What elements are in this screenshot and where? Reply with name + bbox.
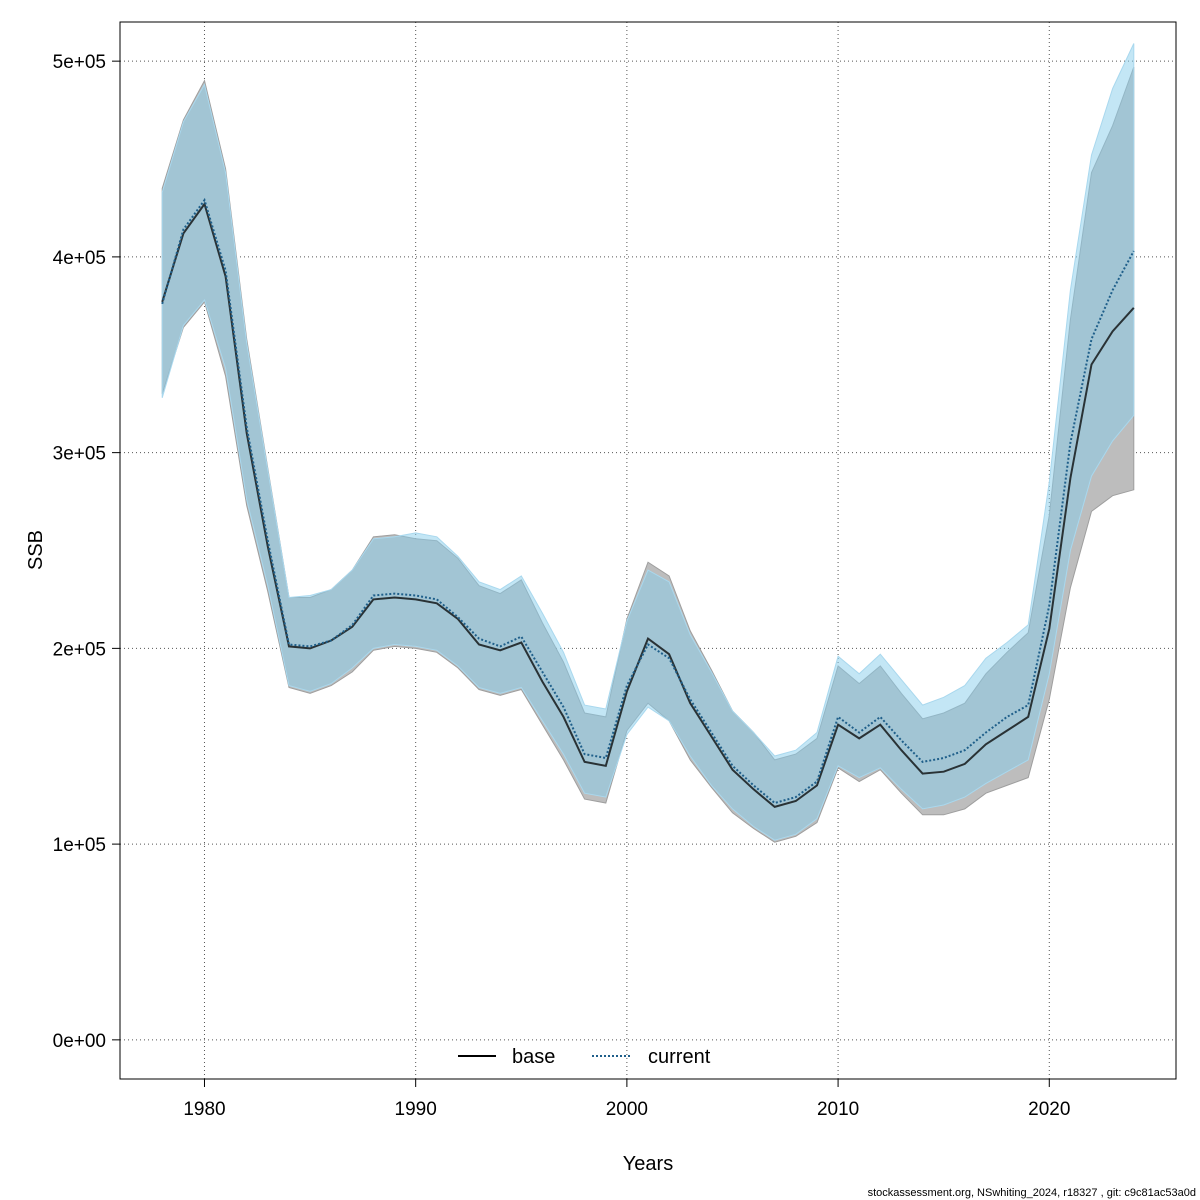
footer-note: stockassessment.org, NSwhiting_2024, r18… <box>868 1187 1196 1199</box>
x-axis-title: Years <box>623 1153 673 1175</box>
y-tick-label-4: 4e+05 <box>53 248 106 269</box>
y-axis: 0e+00 1e+05 2e+05 3e+05 4e+05 5e+05 <box>53 52 120 1052</box>
legend: base current <box>458 1046 711 1068</box>
x-axis: 1980 1990 2000 2010 2020 <box>183 1079 1070 1120</box>
x-tick-label-2010: 2010 <box>817 1099 859 1120</box>
line-current <box>161 197 1135 805</box>
legend-label-base: base <box>512 1046 555 1068</box>
y-axis-title: SSB <box>25 530 47 570</box>
series-lines <box>161 197 1135 809</box>
x-tick-label-2000: 2000 <box>606 1099 648 1120</box>
confidence-bands <box>161 43 1135 843</box>
x-tick-label-2020: 2020 <box>1028 1099 1070 1120</box>
y-tick-label-0: 0e+00 <box>53 1031 106 1052</box>
y-tick-label-5: 5e+05 <box>53 52 106 73</box>
line-base <box>161 201 1135 809</box>
legend-label-current: current <box>648 1046 711 1068</box>
y-tick-label-3: 3e+05 <box>53 444 106 465</box>
plot-frame <box>119 21 1177 1080</box>
y-tick-label-1: 1e+05 <box>53 835 106 856</box>
band-current <box>161 43 1135 841</box>
y-tick-label-2: 2e+05 <box>53 639 106 660</box>
x-tick-label-1990: 1990 <box>395 1099 437 1120</box>
x-tick-label-1980: 1980 <box>183 1099 225 1120</box>
